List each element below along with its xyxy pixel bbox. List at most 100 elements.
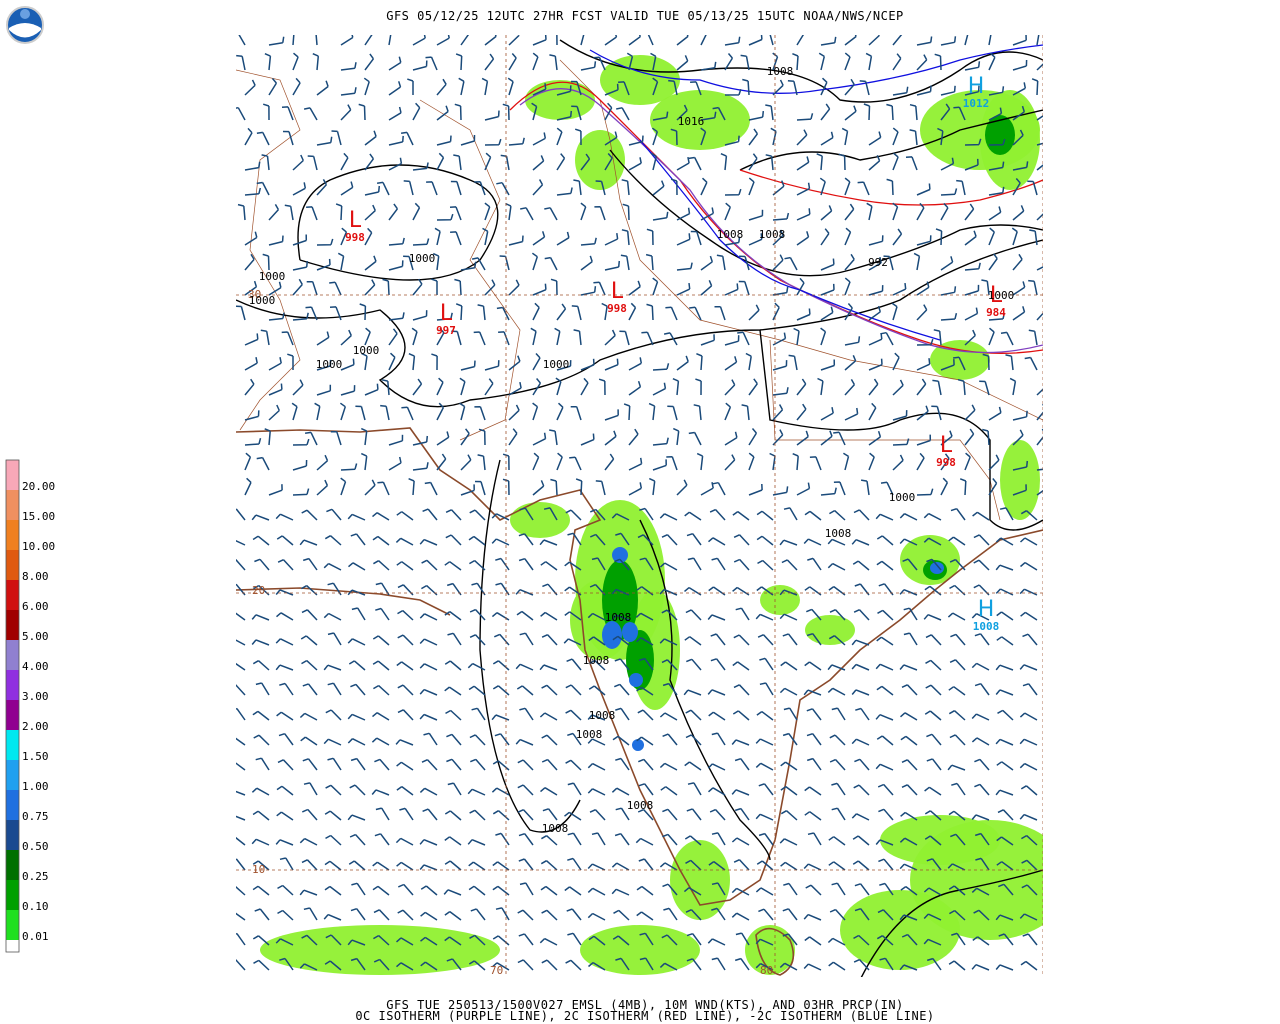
- wind-barb: [853, 784, 870, 796]
- wind-barb: [302, 758, 318, 771]
- wind-barb: [359, 303, 367, 321]
- wind-barb: [964, 329, 976, 346]
- wind-barb: [748, 209, 764, 221]
- legend-swatch: [6, 670, 19, 700]
- wind-barb: [277, 909, 294, 921]
- wind-barb: [913, 252, 921, 271]
- wind-barb: [236, 790, 246, 796]
- wind-barb: [647, 35, 654, 46]
- legend-swatch: [6, 520, 19, 550]
- wind-barb: [532, 52, 539, 71]
- precip-area: [510, 502, 570, 538]
- wind-barb: [408, 478, 415, 496]
- wind-barb: [670, 178, 678, 196]
- wind-barb: [964, 138, 982, 146]
- wind-barb: [595, 480, 606, 496]
- wind-barb: [817, 377, 824, 396]
- wind-barb: [628, 302, 637, 321]
- wind-barb: [238, 35, 246, 46]
- wind-barb: [940, 477, 949, 496]
- wind-barb: [780, 785, 798, 796]
- wind-barb: [1027, 180, 1038, 196]
- wind-barb: [305, 306, 318, 321]
- wind-barb: [770, 127, 777, 146]
- wind-barb: [859, 80, 870, 96]
- wind-barb: [469, 809, 486, 821]
- wind-barb: [1036, 142, 1043, 146]
- wind-barb: [447, 782, 462, 796]
- wind-barb: [372, 885, 390, 896]
- wind-barb: [300, 736, 318, 746]
- wind-barb: [637, 534, 654, 546]
- wind-barb: [996, 861, 1014, 871]
- wind-barb: [820, 430, 833, 446]
- wind-barb: [372, 635, 390, 646]
- wind-barb: [662, 883, 678, 896]
- wind-barb: [453, 154, 462, 171]
- wind-barb: [892, 438, 910, 446]
- wind-barb: [831, 882, 846, 896]
- wind-barb: [436, 78, 447, 96]
- wind-barb: [659, 562, 678, 571]
- wind-barb: [901, 684, 918, 696]
- wind-barb: [255, 682, 270, 696]
- legend-label: 0.01: [22, 930, 49, 943]
- wind-barb: [973, 534, 990, 546]
- wind-barb: [628, 135, 644, 146]
- wind-barb: [450, 180, 462, 196]
- wind-barb: [646, 228, 654, 246]
- legend-swatch: [6, 700, 19, 730]
- legend-label: 2.00: [22, 720, 49, 733]
- wind-barb: [540, 611, 558, 621]
- wind-barb: [876, 636, 894, 646]
- wind-barb: [469, 634, 486, 646]
- wind-barb: [683, 887, 702, 896]
- wind-barb: [880, 481, 894, 496]
- isobar-label: 1000: [988, 289, 1015, 302]
- wind-barb: [436, 431, 450, 446]
- wind-barb: [324, 885, 342, 896]
- wind-barb: [436, 377, 444, 396]
- wind-barb: [793, 327, 800, 346]
- wind-barb: [996, 761, 1014, 771]
- wind-barb: [482, 227, 489, 246]
- wind-barb: [491, 714, 510, 721]
- wind-barb: [711, 957, 726, 971]
- wind-barb: [733, 859, 750, 871]
- legend-swatch: [6, 820, 19, 850]
- wind-barb: [312, 53, 320, 71]
- legend-swatch: [6, 550, 19, 580]
- grid-label: 80: [760, 964, 773, 977]
- wind-barb: [796, 277, 805, 296]
- wind-barb: [636, 885, 654, 896]
- wind-barb: [1012, 306, 1026, 321]
- wind-barb: [519, 707, 534, 721]
- wind-barb: [796, 378, 807, 396]
- wind-barb: [469, 608, 486, 621]
- wind-barb: [1012, 35, 1027, 46]
- wind-barb: [604, 453, 615, 471]
- wind-barb: [923, 913, 942, 921]
- wind-barb: [974, 682, 990, 696]
- wind-barb: [923, 537, 942, 546]
- wind-barb: [492, 935, 510, 946]
- wind-barb: [347, 638, 366, 646]
- wind-barb: [502, 103, 510, 121]
- wind-barb: [556, 127, 563, 146]
- wind-barb: [563, 638, 582, 646]
- wind-barb: [782, 908, 798, 921]
- wind-barb: [397, 584, 414, 596]
- pressure-center-value: 998: [936, 456, 956, 469]
- wind-barb: [957, 378, 966, 396]
- wind-barb: [420, 936, 438, 946]
- wind-barb: [949, 558, 966, 571]
- wind-barb: [236, 815, 246, 821]
- isobar-label: 1000: [353, 344, 380, 357]
- wind-barb: [292, 312, 309, 321]
- wind-barb: [350, 533, 366, 546]
- wind-barb: [748, 304, 760, 321]
- footer-line: GFS TUE 250513/1500V027 EMSL (4MB), 10M …: [386, 998, 904, 1012]
- wind-barb: [829, 509, 846, 521]
- wind-barb: [1031, 78, 1039, 96]
- wind-barb: [604, 35, 618, 46]
